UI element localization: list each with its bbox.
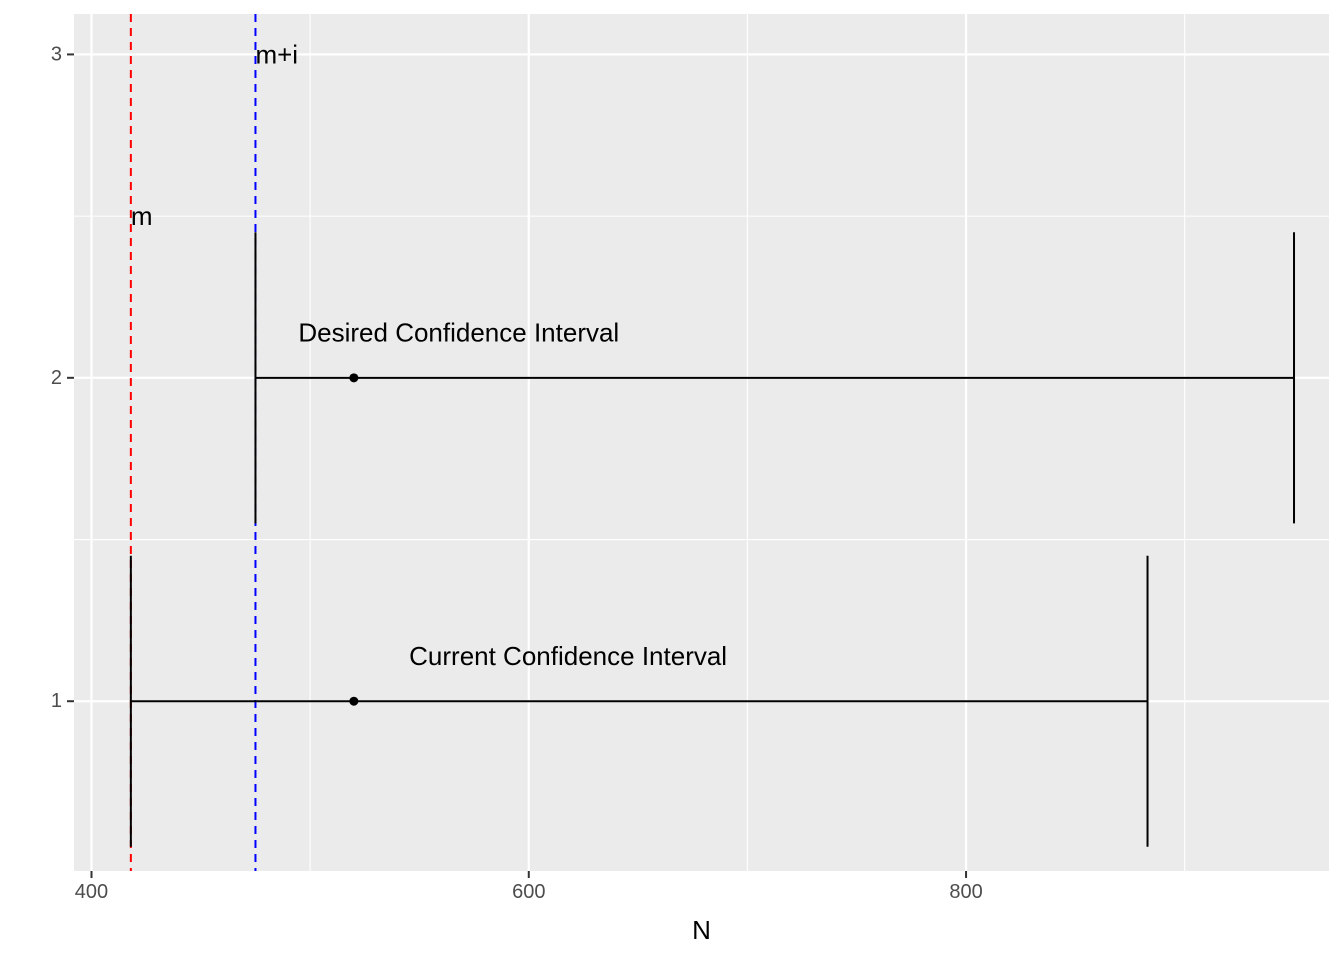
reference-line-label: m	[131, 201, 153, 231]
x-tick-label: 600	[512, 881, 545, 903]
reference-line-label: m+i	[255, 39, 298, 69]
x-tick-label: 800	[949, 881, 982, 903]
annotations: Current Confidence Interval Desired Confi…	[131, 39, 727, 671]
x-axis-title: N	[692, 915, 711, 945]
interval-point	[349, 373, 359, 383]
y-tick-label: 2	[51, 367, 62, 389]
axes: 400 600 800 1 2 3	[51, 43, 983, 903]
plot-panel	[74, 14, 1329, 871]
interval-label: Current Confidence Interval	[409, 641, 727, 671]
y-tick-label: 3	[51, 43, 62, 65]
y-tick-label: 1	[51, 690, 62, 712]
grid-minor	[74, 14, 1329, 871]
x-tick-label: 400	[75, 881, 108, 903]
interval-label: Desired Confidence Interval	[298, 318, 619, 348]
interval-point	[349, 696, 359, 706]
confidence-intervals	[129, 232, 1296, 847]
